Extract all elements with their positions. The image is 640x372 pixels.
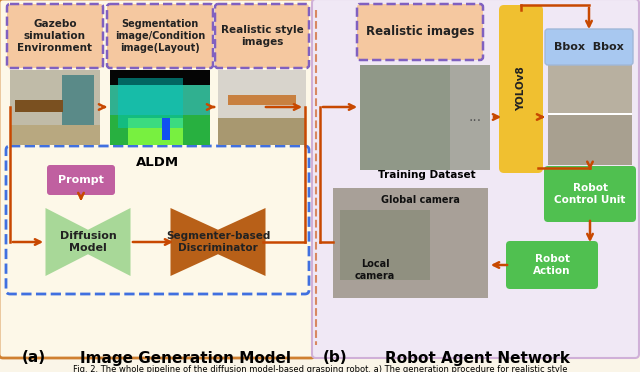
FancyBboxPatch shape (10, 70, 100, 145)
FancyBboxPatch shape (360, 65, 490, 170)
FancyBboxPatch shape (118, 78, 183, 128)
FancyBboxPatch shape (62, 75, 94, 140)
FancyBboxPatch shape (47, 165, 115, 195)
Text: Realistic images: Realistic images (366, 26, 474, 38)
FancyBboxPatch shape (312, 0, 639, 358)
FancyBboxPatch shape (548, 115, 632, 165)
Text: Image Generation Model: Image Generation Model (80, 350, 291, 366)
Polygon shape (45, 208, 88, 276)
Text: Robot Agent Network: Robot Agent Network (385, 350, 570, 366)
FancyBboxPatch shape (333, 188, 488, 298)
FancyBboxPatch shape (218, 70, 306, 145)
Text: Segmentation
image/Condition
image(Layout): Segmentation image/Condition image(Layou… (115, 19, 205, 54)
Polygon shape (170, 208, 218, 276)
Text: Prompt: Prompt (58, 175, 104, 185)
FancyBboxPatch shape (357, 4, 483, 60)
FancyBboxPatch shape (548, 65, 632, 113)
Text: Diffusion
Model: Diffusion Model (60, 231, 116, 253)
FancyBboxPatch shape (15, 100, 63, 112)
Text: Segmenter-based
Discriminator: Segmenter-based Discriminator (166, 231, 270, 253)
Text: Robot
Action: Robot Action (533, 254, 571, 276)
FancyBboxPatch shape (545, 29, 633, 65)
FancyBboxPatch shape (499, 5, 543, 173)
Text: (b): (b) (323, 350, 348, 366)
Text: Fig. 2. The whole pipeline of the diffusion model-based grasping robot. a) The g: Fig. 2. The whole pipeline of the diffus… (73, 366, 567, 372)
FancyBboxPatch shape (128, 118, 183, 145)
Text: YOLOv8: YOLOv8 (516, 67, 526, 111)
FancyBboxPatch shape (110, 70, 210, 145)
FancyBboxPatch shape (110, 110, 210, 145)
FancyBboxPatch shape (0, 0, 315, 358)
FancyBboxPatch shape (548, 65, 632, 165)
Text: Robot
Control Unit: Robot Control Unit (554, 183, 626, 205)
Text: (a): (a) (22, 350, 46, 366)
Polygon shape (88, 208, 131, 276)
FancyBboxPatch shape (228, 95, 296, 105)
FancyBboxPatch shape (10, 125, 100, 145)
Text: Realistic style
images: Realistic style images (221, 25, 303, 47)
Text: ALDM: ALDM (136, 157, 179, 170)
Polygon shape (218, 208, 266, 276)
FancyBboxPatch shape (110, 85, 210, 115)
FancyBboxPatch shape (107, 4, 213, 68)
FancyBboxPatch shape (340, 210, 430, 280)
FancyBboxPatch shape (6, 146, 309, 294)
FancyBboxPatch shape (506, 241, 598, 289)
Text: Training Dataset: Training Dataset (378, 170, 476, 180)
FancyBboxPatch shape (450, 65, 490, 170)
FancyBboxPatch shape (215, 4, 309, 68)
Text: ...: ... (468, 110, 481, 124)
FancyBboxPatch shape (218, 118, 306, 145)
Text: Local
camera: Local camera (355, 259, 395, 281)
FancyBboxPatch shape (162, 118, 170, 140)
Text: Bbox  Bbox: Bbox Bbox (554, 42, 624, 52)
FancyBboxPatch shape (7, 4, 103, 68)
FancyBboxPatch shape (548, 113, 632, 115)
Text: Gazebo
simulation
Environment: Gazebo simulation Environment (17, 19, 93, 54)
FancyBboxPatch shape (544, 166, 636, 222)
Text: Global camera: Global camera (381, 195, 460, 205)
